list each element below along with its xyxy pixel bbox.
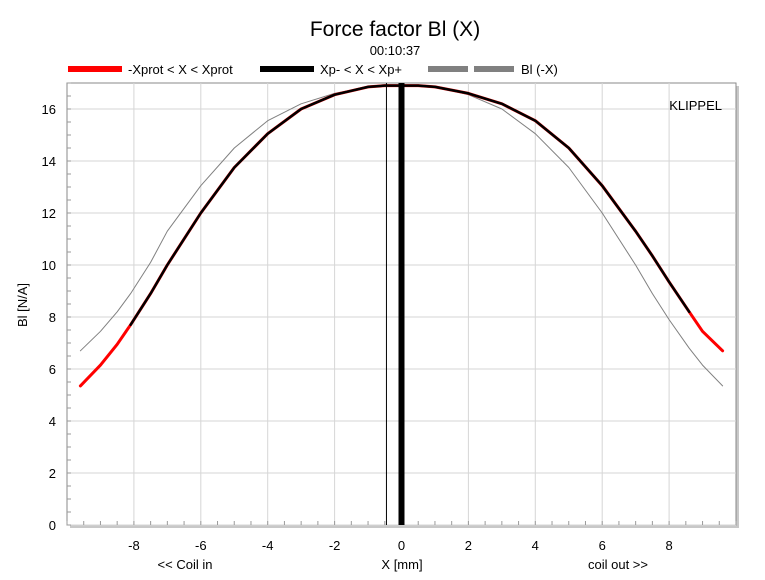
x-tick-labels: -8 -6 -4 -2 0 2 4 6 8 (128, 538, 673, 553)
legend: -Xprot < X < Xprot Xp- < X < Xp+ Bl (-X) (68, 62, 558, 77)
y-tick-label: 10 (42, 258, 56, 273)
legend-label-gray: Bl (-X) (521, 62, 558, 77)
y-tick-label: 16 (42, 102, 56, 117)
y-tick-label: 4 (49, 414, 56, 429)
y-tick-labels: 0 2 4 6 8 10 12 14 16 (42, 102, 56, 533)
chart-subtitle: 00:10:37 (370, 43, 421, 58)
minor-ticks (66, 82, 737, 526)
x-axis-label: X [mm] (381, 557, 422, 572)
x-tick-label: -8 (128, 538, 140, 553)
series-line-xp (129, 84, 691, 327)
y-tick-label: 0 (49, 518, 56, 533)
x-tick-label: 4 (532, 538, 539, 553)
y-tick-label: 6 (49, 362, 56, 377)
plot-area: KLIPPEL (66, 82, 739, 528)
x-tick-label: 2 (465, 538, 472, 553)
y-tick-label: 14 (42, 154, 56, 169)
markers (385, 83, 405, 525)
x-tick-label: -6 (195, 538, 207, 553)
y-axis-label: Bl [N/A] (15, 283, 30, 327)
x-tick-label: -2 (329, 538, 341, 553)
y-tick-label: 12 (42, 206, 56, 221)
y-tick-label: 8 (49, 310, 56, 325)
x-note-left: << Coil in (158, 557, 213, 572)
x-tick-label: 6 (599, 538, 606, 553)
x-tick-label: 0 (398, 538, 405, 553)
x-tick-label: -4 (262, 538, 274, 553)
x-note-right: coil out >> (588, 557, 648, 572)
brand-label: KLIPPEL (669, 98, 722, 113)
legend-label-red: -Xprot < X < Xprot (128, 62, 233, 77)
legend-label-black: Xp- < X < Xp+ (320, 62, 402, 77)
y-tick-label: 2 (49, 466, 56, 481)
x-tick-label: 8 (665, 538, 672, 553)
chart-title: Force factor Bl (X) (310, 18, 480, 41)
